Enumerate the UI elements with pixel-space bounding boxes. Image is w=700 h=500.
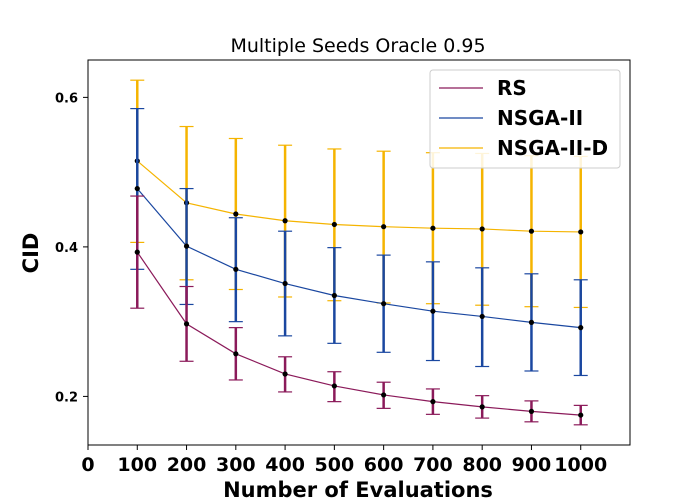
data-point	[528, 228, 535, 234]
x-tick-label: 700	[413, 454, 453, 476]
series-line	[136, 251, 581, 416]
data-point	[528, 408, 535, 414]
y-axis-label: CID	[19, 233, 43, 274]
x-axis-label: Number of Evaluations	[223, 478, 493, 500]
y-axis: 0.2 0.4 0.6	[55, 91, 88, 405]
data-point	[183, 321, 190, 327]
legend-label: RS	[497, 76, 527, 100]
data-point	[479, 226, 485, 232]
data-point	[578, 325, 584, 331]
legend-box	[429, 69, 621, 169]
data-point	[381, 392, 387, 398]
data-point	[578, 412, 584, 418]
x-axis: 0 100 200 300 400 500 600 700 800 900 1000	[81, 445, 607, 476]
x-tick-label: 500	[315, 454, 355, 476]
legend-label: NSGA-II-D	[497, 136, 608, 160]
data-point	[430, 399, 436, 405]
legend-label: NSGA-II	[497, 106, 583, 130]
series-nsga-ii	[130, 107, 588, 377]
data-point	[430, 308, 436, 314]
data-point	[381, 224, 387, 230]
data-point	[282, 371, 288, 377]
series-line	[136, 160, 581, 233]
data-point	[331, 383, 337, 389]
legend: RS NSGA-II NSGA-II-D	[429, 69, 621, 169]
x-tick-label: 800	[462, 454, 502, 476]
data-point	[430, 225, 436, 231]
y-tick-label: 0.2	[55, 390, 78, 405]
series-layer	[130, 79, 588, 426]
x-tick-label: 0	[81, 454, 94, 476]
chart-title: Multiple Seeds Oracle 0.95	[230, 35, 485, 57]
data-point	[578, 229, 584, 235]
data-point	[233, 211, 239, 217]
data-point	[479, 313, 485, 320]
data-point	[479, 404, 485, 410]
data-point	[134, 185, 140, 192]
data-point	[233, 351, 239, 357]
x-tick-label: 600	[364, 454, 404, 476]
data-point	[331, 292, 337, 299]
data-point	[528, 319, 535, 325]
x-tick-label: 300	[216, 454, 256, 476]
y-tick-label: 0.6	[55, 91, 78, 106]
data-point	[183, 243, 190, 249]
data-point	[233, 266, 239, 272]
data-point	[282, 280, 288, 287]
series-rs	[130, 195, 588, 426]
data-point	[331, 221, 337, 228]
y-tick-label: 0.4	[55, 241, 78, 256]
data-point	[381, 301, 387, 307]
x-tick-label: 100	[117, 454, 157, 476]
x-tick-label: 1000	[554, 454, 607, 476]
x-tick-label: 200	[167, 454, 207, 476]
data-point	[282, 218, 288, 224]
series-line	[136, 188, 581, 329]
x-tick-label: 900	[512, 454, 552, 476]
x-tick-label: 400	[265, 454, 305, 476]
data-point	[134, 249, 140, 255]
